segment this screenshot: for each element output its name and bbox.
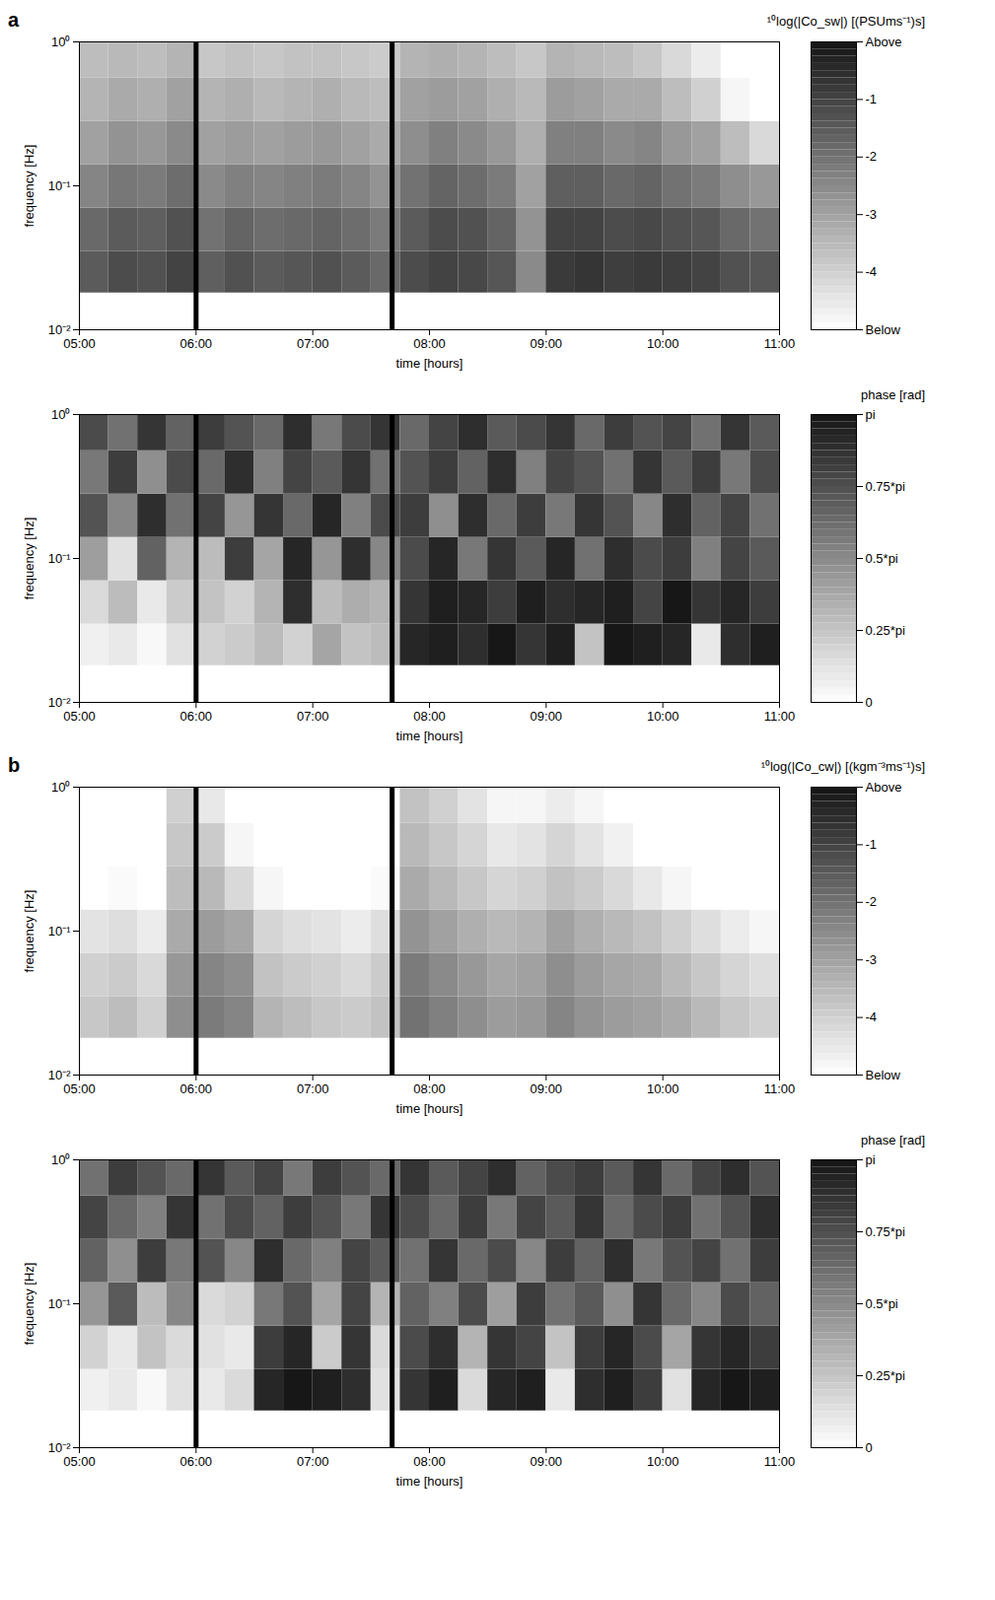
svg-text:frequency [Hz]: frequency [Hz] <box>21 517 37 601</box>
svg-text:10:00: 10:00 <box>646 1081 680 1097</box>
svg-text:06:00: 06:00 <box>180 1454 214 1470</box>
html-text:¹⁰log(|Co_sw|) [(PSUms⁻¹)s]: ¹⁰log(|Co_sw|) [(PSUms⁻¹)s] <box>767 13 925 29</box>
svg-text:-4: -4 <box>865 264 878 280</box>
svg-text:Below: Below <box>865 1067 902 1083</box>
svg-text:10⁻²: 10⁻² <box>48 1067 72 1083</box>
svg-text:-1: -1 <box>865 837 878 853</box>
svg-text:frequency [Hz]: frequency [Hz] <box>21 1263 37 1347</box>
svg-text:0.25*pi: 0.25*pi <box>865 623 907 639</box>
svg-text:0.5*pi: 0.5*pi <box>865 1296 899 1312</box>
svg-text:10⁻¹: 10⁻¹ <box>48 923 72 939</box>
svg-text:10⁻²: 10⁻² <box>48 1440 72 1456</box>
svg-text:-2: -2 <box>865 148 878 164</box>
svg-text:Below: Below <box>865 322 902 338</box>
svg-text:frequency [Hz]: frequency [Hz] <box>21 890 37 974</box>
svg-text:pi: pi <box>865 1152 876 1168</box>
svg-text:06:00: 06:00 <box>180 336 214 352</box>
svg-text:06:00: 06:00 <box>180 709 214 724</box>
svg-text:10⁰: 10⁰ <box>51 780 71 795</box>
svg-text:05:00: 05:00 <box>63 1081 96 1097</box>
svg-text:0.25*pi: 0.25*pi <box>865 1368 907 1384</box>
svg-text:pi: pi <box>865 407 876 423</box>
svg-text:-2: -2 <box>865 894 878 910</box>
svg-text:time [hours]: time [hours] <box>396 1101 464 1117</box>
svg-text:08:00: 08:00 <box>413 709 446 724</box>
svg-text:10⁻²: 10⁻² <box>48 695 72 711</box>
html-text:¹⁰log(|Co_cw|) [(kgm⁻³ms⁻¹)s]: ¹⁰log(|Co_cw|) [(kgm⁻³ms⁻¹)s] <box>760 759 925 775</box>
html-text:a: a <box>7 8 19 31</box>
svg-text:-1: -1 <box>865 91 878 107</box>
svg-text:0: 0 <box>865 695 873 711</box>
svg-text:11:00: 11:00 <box>764 336 796 352</box>
svg-text:Above: Above <box>865 34 903 50</box>
svg-text:10:00: 10:00 <box>646 709 680 724</box>
svg-text:08:00: 08:00 <box>413 336 446 352</box>
svg-text:06:00: 06:00 <box>180 1081 214 1097</box>
svg-text:10⁰: 10⁰ <box>51 407 71 423</box>
svg-text:11:00: 11:00 <box>764 1454 796 1470</box>
svg-text:0.75*pi: 0.75*pi <box>865 1224 907 1240</box>
svg-text:10⁻¹: 10⁻¹ <box>48 1296 72 1312</box>
svg-text:09:00: 09:00 <box>530 1081 564 1097</box>
svg-text:07:00: 07:00 <box>296 336 330 352</box>
svg-text:time [hours]: time [hours] <box>396 355 464 371</box>
svg-text:07:00: 07:00 <box>296 1454 330 1470</box>
svg-text:09:00: 09:00 <box>530 709 564 724</box>
svg-text:0.5*pi: 0.5*pi <box>865 551 899 567</box>
svg-text:05:00: 05:00 <box>63 1454 96 1470</box>
html-text:phase [rad]: phase [rad] <box>860 387 925 403</box>
svg-text:Above: Above <box>865 780 903 795</box>
svg-text:11:00: 11:00 <box>764 1081 796 1097</box>
svg-text:07:00: 07:00 <box>296 709 330 724</box>
svg-text:09:00: 09:00 <box>530 336 564 352</box>
svg-text:08:00: 08:00 <box>413 1454 446 1470</box>
svg-text:10:00: 10:00 <box>646 1454 680 1470</box>
svg-text:05:00: 05:00 <box>63 709 96 724</box>
svg-text:10⁰: 10⁰ <box>51 1152 71 1168</box>
svg-text:0: 0 <box>865 1440 873 1456</box>
svg-text:08:00: 08:00 <box>413 1081 446 1097</box>
html-text:phase [rad]: phase [rad] <box>860 1133 925 1148</box>
svg-text:frequency [Hz]: frequency [Hz] <box>21 144 37 228</box>
html-text:b: b <box>7 754 20 777</box>
svg-text:0.75*pi: 0.75*pi <box>865 479 907 495</box>
svg-text:07:00: 07:00 <box>296 1081 330 1097</box>
svg-text:time [hours]: time [hours] <box>396 728 464 744</box>
svg-text:10:00: 10:00 <box>646 336 680 352</box>
svg-text:10⁻²: 10⁻² <box>48 322 72 338</box>
svg-text:-3: -3 <box>865 952 878 968</box>
svg-text:11:00: 11:00 <box>764 709 796 724</box>
svg-text:10⁻¹: 10⁻¹ <box>48 551 72 567</box>
svg-text:10⁻¹: 10⁻¹ <box>48 178 72 194</box>
svg-text:09:00: 09:00 <box>530 1454 564 1470</box>
svg-text:10⁰: 10⁰ <box>51 34 71 50</box>
svg-text:-3: -3 <box>865 207 878 222</box>
svg-text:05:00: 05:00 <box>63 336 96 352</box>
svg-text:time [hours]: time [hours] <box>396 1474 464 1490</box>
svg-text:-4: -4 <box>865 1009 878 1025</box>
